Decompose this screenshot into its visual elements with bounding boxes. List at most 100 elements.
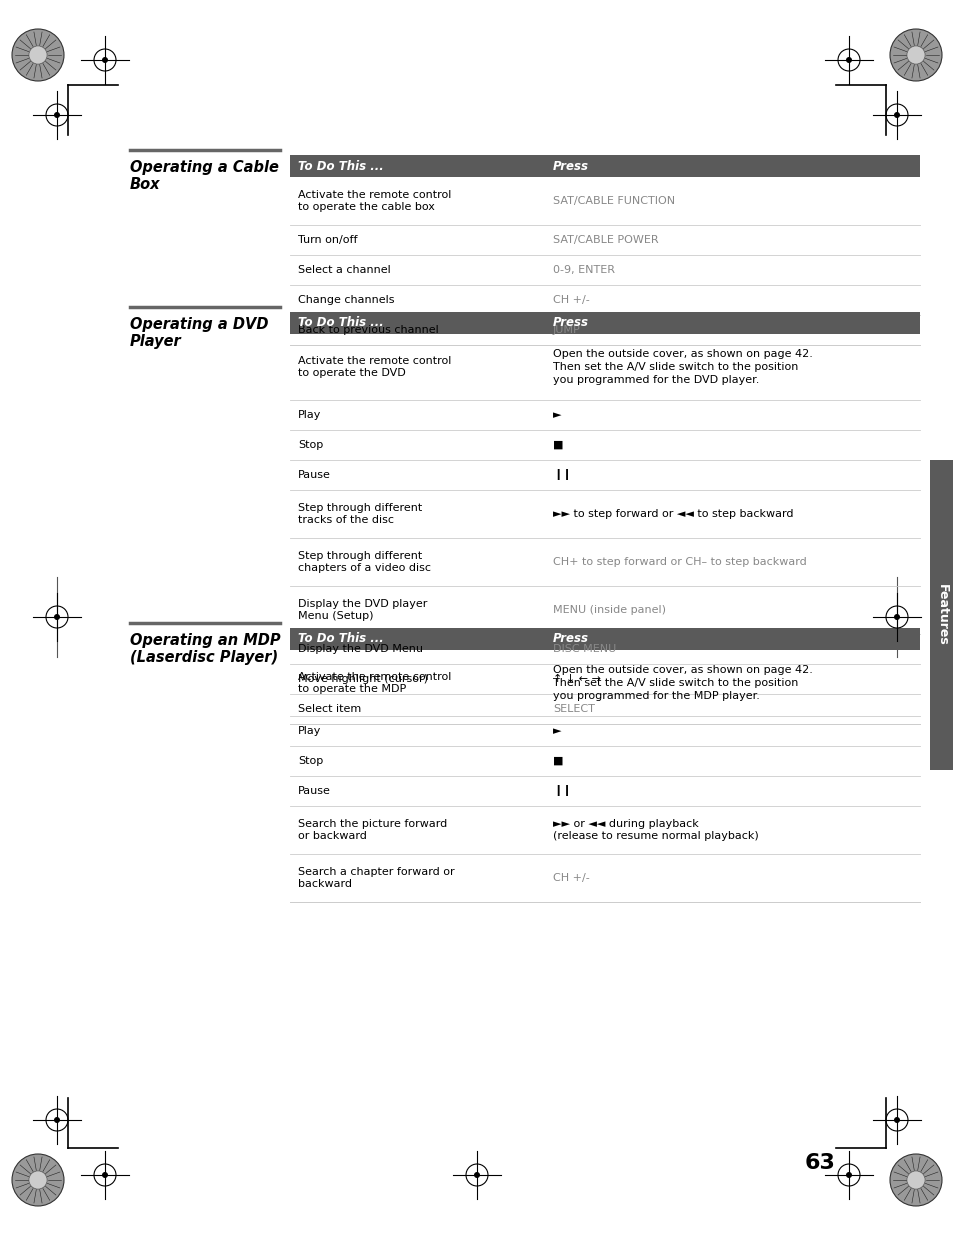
Text: Open the outside cover, as shown on page 42.
Then set the A/V slide switch to th: Open the outside cover, as shown on page… (553, 350, 812, 385)
Text: ■: ■ (553, 440, 563, 450)
Bar (290, 430, 919, 459)
Text: To Do This ...: To Do This ... (297, 632, 383, 646)
Circle shape (893, 112, 899, 119)
Text: Move highlight (cursor): Move highlight (cursor) (297, 674, 428, 684)
Text: Press: Press (553, 159, 588, 173)
Bar (290, 650, 919, 716)
Text: Select item: Select item (297, 704, 361, 714)
Text: ❙❙: ❙❙ (553, 469, 571, 480)
Text: SAT/CABLE FUNCTION: SAT/CABLE FUNCTION (553, 196, 675, 206)
Text: To Do This ...: To Do This ... (297, 316, 383, 330)
Circle shape (889, 1153, 941, 1207)
Bar (290, 254, 919, 285)
Text: Play: Play (297, 726, 321, 736)
Text: Back to previous channel: Back to previous channel (297, 325, 438, 335)
Text: ►► or ◄◄ during playback
(release to resume normal playback): ►► or ◄◄ during playback (release to res… (553, 819, 758, 841)
Text: Step through different
tracks of the disc: Step through different tracks of the dis… (297, 503, 422, 525)
Circle shape (893, 614, 899, 620)
Text: Activate the remote control
to operate the DVD: Activate the remote control to operate t… (297, 356, 451, 378)
Bar (290, 333, 919, 400)
Text: Step through different
chapters of a video disc: Step through different chapters of a vid… (297, 551, 431, 573)
Bar (290, 400, 919, 430)
Bar (290, 459, 919, 490)
Text: Pause: Pause (297, 785, 331, 797)
Text: Activate the remote control
to operate the cable box: Activate the remote control to operate t… (297, 190, 451, 212)
Text: CH +/-: CH +/- (553, 873, 589, 883)
Text: JUMP: JUMP (553, 325, 580, 335)
Text: MENU (inside panel): MENU (inside panel) (553, 605, 665, 615)
Text: Stop: Stop (297, 440, 323, 450)
Text: Press: Press (553, 316, 588, 330)
Text: Operating a DVD: Operating a DVD (130, 317, 268, 332)
Circle shape (889, 28, 941, 82)
Text: ↑ ↓ ← →: ↑ ↓ ← → (553, 674, 600, 684)
Text: 0-9, ENTER: 0-9, ENTER (553, 266, 615, 275)
Text: Press: Press (553, 632, 588, 646)
Bar (290, 806, 919, 853)
Text: CH+ to step forward or CH– to step backward: CH+ to step forward or CH– to step backw… (553, 557, 806, 567)
Text: Display the DVD Menu: Display the DVD Menu (297, 643, 422, 655)
Text: Player: Player (130, 333, 182, 350)
Text: Open the outside cover, as shown on page 42.
Then set the A/V slide switch to th: Open the outside cover, as shown on page… (553, 666, 812, 700)
Bar (290, 716, 919, 746)
Text: SAT/CABLE POWER: SAT/CABLE POWER (553, 235, 658, 245)
Circle shape (474, 1172, 479, 1178)
Bar (290, 177, 919, 225)
Text: Activate the remote control
to operate the MDP: Activate the remote control to operate t… (297, 672, 451, 694)
Circle shape (845, 1172, 851, 1178)
Bar (290, 664, 919, 694)
Text: Select a channel: Select a channel (297, 266, 391, 275)
Circle shape (29, 46, 47, 64)
Text: To Do This ...: To Do This ... (297, 159, 383, 173)
Bar (290, 853, 919, 902)
Text: Search a chapter forward or
backward: Search a chapter forward or backward (297, 867, 455, 889)
Text: Stop: Stop (297, 756, 323, 766)
Circle shape (12, 28, 64, 82)
Text: Operating an MDP: Operating an MDP (130, 634, 280, 648)
Bar (290, 746, 919, 776)
Text: Operating a Cable: Operating a Cable (130, 161, 278, 175)
Bar (290, 629, 919, 650)
Bar (290, 585, 919, 634)
Text: ►► to step forward or ◄◄ to step backward: ►► to step forward or ◄◄ to step backwar… (553, 509, 793, 519)
Text: ❙❙: ❙❙ (553, 785, 571, 797)
Bar (929, 459, 953, 769)
Bar (290, 225, 919, 254)
Bar (290, 634, 919, 664)
Bar (290, 315, 919, 345)
Bar (290, 156, 919, 177)
Bar (290, 490, 919, 538)
Text: 63: 63 (803, 1153, 835, 1173)
Text: CH +/-: CH +/- (553, 295, 589, 305)
Bar (290, 776, 919, 806)
Text: Change channels: Change channels (297, 295, 395, 305)
Text: ►: ► (553, 410, 561, 420)
Circle shape (12, 1153, 64, 1207)
Circle shape (102, 57, 108, 63)
Circle shape (102, 1172, 108, 1178)
Circle shape (29, 1171, 47, 1189)
Bar (290, 694, 919, 724)
Text: Search the picture forward
or backward: Search the picture forward or backward (297, 819, 447, 841)
Text: ►: ► (553, 726, 561, 736)
Text: Display the DVD player
Menu (Setup): Display the DVD player Menu (Setup) (297, 599, 427, 621)
Circle shape (54, 1116, 60, 1123)
Circle shape (54, 614, 60, 620)
Text: SELECT: SELECT (553, 704, 595, 714)
Bar (290, 538, 919, 585)
Circle shape (54, 112, 60, 119)
Circle shape (906, 46, 924, 64)
Text: Turn on/off: Turn on/off (297, 235, 357, 245)
Text: Play: Play (297, 410, 321, 420)
Circle shape (893, 1116, 899, 1123)
Bar (290, 285, 919, 315)
Text: Box: Box (130, 177, 160, 191)
Text: Pause: Pause (297, 471, 331, 480)
Circle shape (906, 1171, 924, 1189)
Text: (Laserdisc Player): (Laserdisc Player) (130, 650, 278, 664)
Circle shape (845, 57, 851, 63)
Bar (290, 312, 919, 333)
Text: DISC MENU: DISC MENU (553, 643, 616, 655)
Text: ■: ■ (553, 756, 563, 766)
Text: Features: Features (935, 584, 947, 646)
